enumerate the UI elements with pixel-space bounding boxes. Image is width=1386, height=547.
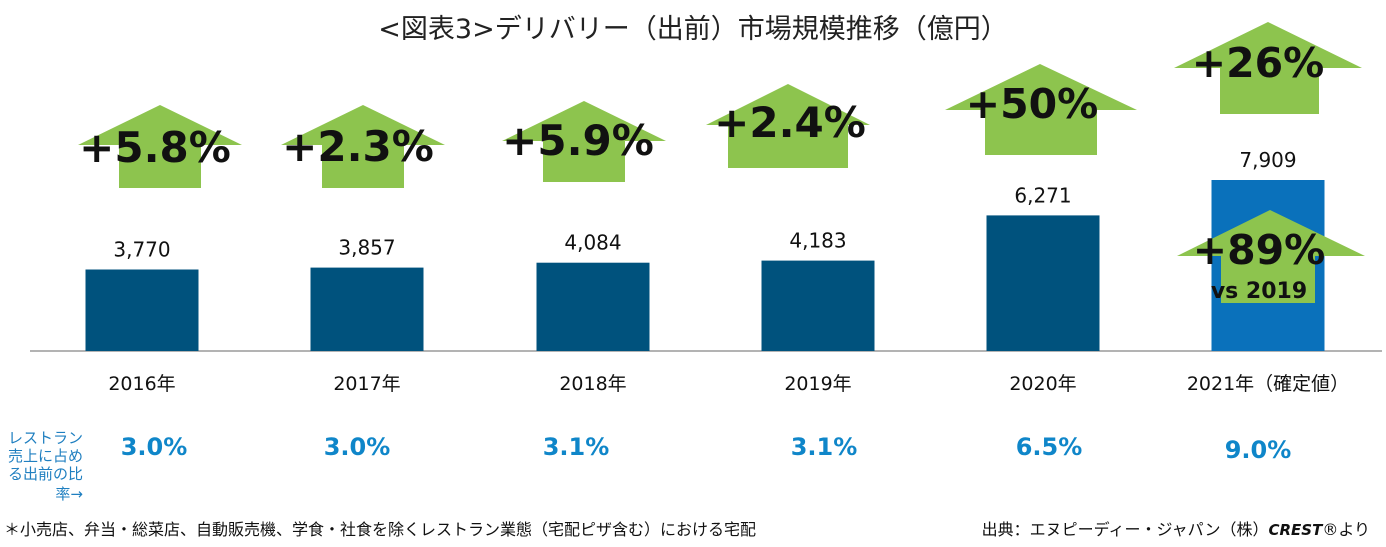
value-label-2021: 7,909 xyxy=(1239,148,1296,172)
share-label-line-1: レストラン xyxy=(8,429,83,447)
share-value-2018: 3.1% xyxy=(543,433,610,461)
share-label-line-3: る出前の比 xyxy=(8,465,83,483)
bar-2020 xyxy=(986,215,1100,351)
growth-arrow-2017 xyxy=(281,105,445,188)
growth-arrow-2018 xyxy=(502,101,666,182)
share-value-2019: 3.1% xyxy=(791,433,858,461)
category-label-2020: 2020年 xyxy=(1009,373,1076,395)
category-label-2018: 2018年 xyxy=(559,373,626,395)
footnote: ＊小売店、弁当・総菜店、自動販売機、学食・社食を除くレストラン業態（宅配ピザ含む… xyxy=(4,520,756,539)
share-value-2021: 9.0% xyxy=(1225,436,1292,464)
growth-arrow-vs-2019 xyxy=(1177,210,1365,303)
growth-label-vs-2019: +89% xyxy=(1193,226,1326,274)
bar-2018 xyxy=(536,262,650,351)
growth-label-2017: +2.3% xyxy=(282,122,434,171)
share-value-2017: 3.0% xyxy=(324,433,391,461)
category-label-2021: 2021年（確定値） xyxy=(1187,373,1349,395)
growth-label-2019: +2.4% xyxy=(714,98,866,147)
value-label-2017: 3,857 xyxy=(338,236,395,260)
category-label-2016: 2016年 xyxy=(108,373,175,395)
growth-label-2016: +5.8% xyxy=(79,123,231,172)
category-label-2017: 2017年 xyxy=(333,373,400,395)
growth-label-2021: +26% xyxy=(1192,39,1325,87)
value-label-2020: 6,271 xyxy=(1014,183,1071,207)
bar-2017 xyxy=(310,267,424,351)
share-value-2016: 3.0% xyxy=(121,433,188,461)
share-label-line-2: 売上に占め xyxy=(8,447,83,465)
bar-2019 xyxy=(761,260,875,351)
share-value-2020: 6.5% xyxy=(1016,433,1083,461)
source-text: 出典：エヌピーディー・ジャパン（株） xyxy=(982,520,1269,539)
value-label-2019: 4,183 xyxy=(789,229,846,253)
growth-label-2020: +50% xyxy=(966,80,1099,128)
growth-arrow-2021 xyxy=(1174,22,1362,114)
value-label-2018: 4,084 xyxy=(564,231,621,255)
source-line: 出典：エヌピーディー・ジャパン（株）CREST®より xyxy=(982,520,1370,539)
category-label-2019: 2019年 xyxy=(784,373,851,395)
growth-label-2018: +5.9% xyxy=(502,116,654,165)
chart-title: <図表3>デリバリー（出前）市場規模推移（億円） xyxy=(378,14,1007,45)
bar-2016 xyxy=(85,269,199,351)
vs-2019-note: vs 2019 xyxy=(1211,279,1307,304)
growth-arrow-2016 xyxy=(78,105,242,188)
value-label-2016: 3,770 xyxy=(113,238,170,262)
source-brand: CREST xyxy=(1268,521,1324,539)
share-label-line-4: 率→ xyxy=(55,485,83,503)
growth-arrow-2020 xyxy=(945,64,1137,155)
growth-arrow-2019 xyxy=(706,84,870,168)
source-suffix: ®より xyxy=(1322,520,1370,539)
